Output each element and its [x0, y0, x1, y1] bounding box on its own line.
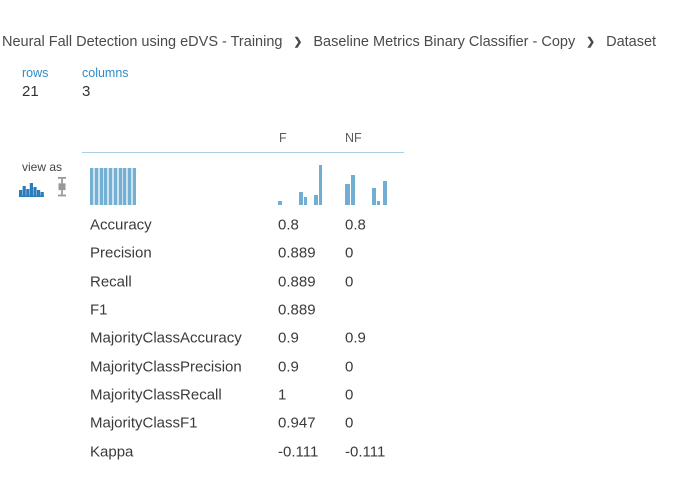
- histogram-bar: [99, 168, 103, 205]
- histogram-bar: [303, 197, 307, 205]
- chevron-right-icon: ❯: [586, 36, 596, 48]
- cell-nf: 0: [345, 386, 354, 404]
- cell-name: MajorityClassRecall: [90, 386, 222, 404]
- histogram-bar: [118, 168, 122, 205]
- histogram-bar: [318, 165, 322, 205]
- histogram-bar: [128, 168, 132, 205]
- cell-name: Precision: [90, 244, 152, 262]
- histogram-f-column[interactable]: [277, 165, 324, 205]
- breadcrumb: Neural Fall Detection using eDVS - Train…: [2, 34, 656, 50]
- breadcrumb-experiment[interactable]: Neural Fall Detection using eDVS - Train…: [2, 34, 283, 50]
- histogram-bar: [132, 168, 136, 205]
- cell-f: 0.889: [278, 244, 316, 262]
- table-row[interactable]: MajorityClassAccuracy 0.9 0.9: [90, 324, 510, 352]
- table-row[interactable]: Recall 0.889 0: [90, 268, 510, 296]
- cell-name: Recall: [90, 273, 132, 291]
- histogram-bar: [90, 168, 93, 205]
- cell-f: -0.111: [278, 443, 319, 461]
- view-as-toggle: [19, 177, 68, 197]
- histogram-bar: [377, 201, 380, 205]
- column-header-f[interactable]: F: [279, 131, 287, 145]
- histogram-bar: [109, 168, 113, 205]
- table-row[interactable]: Precision 0.889 0: [90, 239, 510, 267]
- cell-f: 0.8: [278, 216, 299, 234]
- cell-name: Accuracy: [90, 216, 152, 234]
- columns-label: columns: [82, 66, 129, 80]
- chevron-right-icon: ❯: [293, 36, 303, 48]
- table-row[interactable]: F1 0.889: [90, 296, 510, 324]
- histogram-bar: [314, 195, 318, 205]
- cell-f: 1: [278, 386, 287, 404]
- header-underline: [82, 152, 404, 153]
- cell-nf: 0: [345, 244, 354, 262]
- histogram-bar: [104, 168, 108, 205]
- cell-nf: -0.111: [345, 443, 386, 461]
- columns-value: 3: [82, 83, 91, 100]
- column-header-nf[interactable]: NF: [345, 131, 362, 145]
- cell-f: 0.889: [278, 273, 316, 291]
- cell-nf: 0.8: [345, 216, 366, 234]
- cell-name: MajorityClassAccuracy: [90, 329, 242, 347]
- table-row[interactable]: Kappa -0.111 -0.111: [90, 437, 510, 465]
- histogram-bar: [278, 201, 282, 205]
- table-row[interactable]: Accuracy 0.8 0.8: [90, 211, 510, 239]
- cell-f: 0.947: [278, 414, 316, 432]
- cell-f: 0.889: [278, 301, 316, 319]
- cell-name: F1: [90, 301, 108, 319]
- cell-name: MajorityClassF1: [90, 414, 198, 432]
- histogram-bar: [382, 181, 387, 205]
- cell-nf: 0: [345, 358, 354, 376]
- histogram-bar: [372, 188, 376, 205]
- histogram-bar: [350, 175, 355, 205]
- table-row[interactable]: MajorityClassF1 0.947 0: [90, 409, 510, 437]
- rows-label: rows: [22, 66, 49, 80]
- cell-nf: 0: [345, 273, 354, 291]
- histogram-bar: [94, 168, 98, 205]
- breadcrumb-module[interactable]: Baseline Metrics Binary Classifier - Cop…: [313, 34, 576, 50]
- histogram-bar: [345, 184, 350, 205]
- breadcrumb-dataset: Dataset: [606, 34, 657, 50]
- table-row[interactable]: MajorityClassRecall 1 0: [90, 381, 510, 409]
- histogram-bar: [113, 168, 117, 205]
- cell-name: MajorityClassPrecision: [90, 358, 242, 376]
- metrics-rows: Accuracy 0.8 0.8 Precision 0.889 0 Recall 0.889…: [90, 211, 510, 466]
- columns-stat: columns 3: [82, 66, 129, 100]
- cell-name: Kappa: [90, 443, 134, 461]
- cell-f: 0.9: [278, 329, 299, 347]
- histogram-nf-column[interactable]: [344, 165, 390, 205]
- histogram-bar: [299, 192, 303, 205]
- cell-nf: 0.9: [345, 329, 366, 347]
- histogram-bar: [123, 168, 127, 205]
- table-row[interactable]: MajorityClassPrecision 0.9 0: [90, 352, 510, 380]
- cell-nf: 0: [345, 414, 354, 432]
- view-as-label: view as: [22, 160, 63, 174]
- rows-stat: rows 21: [22, 66, 48, 100]
- histogram-rowname-column[interactable]: [90, 168, 136, 205]
- cell-f: 0.9: [278, 358, 299, 376]
- view-as-histogram-icon[interactable]: [19, 181, 46, 197]
- rows-value: 21: [22, 83, 39, 100]
- view-as-boxplot-icon[interactable]: [56, 177, 68, 197]
